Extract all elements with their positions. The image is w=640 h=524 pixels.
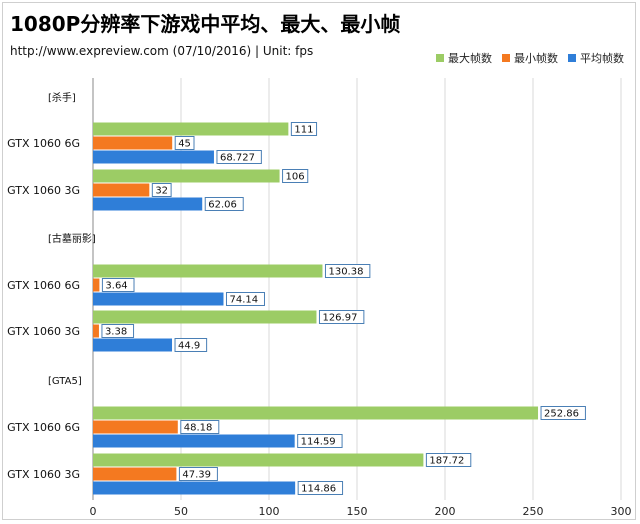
category-label: GTX 1060 3G (7, 184, 80, 197)
bar (93, 292, 224, 306)
category-label: GTX 1060 3G (7, 325, 80, 338)
bar (93, 136, 173, 150)
data-label: 62.06 (208, 200, 237, 211)
data-label-box (297, 434, 343, 448)
data-label-box (425, 453, 472, 467)
bar (93, 338, 173, 352)
legend-item-min: 最小帧数 (502, 50, 558, 66)
data-label-box (540, 406, 586, 420)
data-label-box (318, 310, 365, 324)
data-label: 126.97 (322, 313, 357, 324)
data-label-box (178, 467, 218, 481)
x-tick-label: 100 (259, 505, 280, 518)
bar (93, 183, 150, 197)
data-label: 47.39 (182, 470, 211, 481)
data-label: 252.86 (544, 409, 579, 420)
category-label: GTX 1060 6G (7, 137, 80, 150)
legend-label-avg: 平均帧数 (580, 52, 624, 65)
data-label-box (101, 324, 135, 338)
x-tick-label: 250 (523, 505, 544, 518)
data-label: 32 (155, 186, 168, 197)
data-label-box (282, 169, 309, 183)
data-label: 74.14 (229, 295, 258, 306)
bar (93, 264, 323, 278)
legend-swatch-min (502, 54, 510, 62)
data-label-box (151, 183, 172, 197)
data-label-box (174, 338, 208, 352)
bar (93, 169, 280, 183)
bar (93, 122, 289, 136)
group-label: [古墓丽影] (48, 232, 96, 245)
bar (93, 278, 100, 292)
chart-frame (2, 2, 636, 520)
x-tick-label: 150 (347, 505, 368, 518)
legend-label-max: 最大帧数 (448, 52, 492, 65)
data-label: 3.64 (105, 281, 127, 292)
category-label: GTX 1060 3G (7, 468, 80, 481)
legend-swatch-avg (568, 54, 576, 62)
data-label: 114.86 (301, 484, 336, 495)
bar (93, 310, 317, 324)
group-label: [GTA5] (48, 376, 82, 387)
legend-label-min: 最小帧数 (514, 52, 558, 65)
chart-title: 1080P分辨率下游戏中平均、最大、最小帧 (10, 12, 401, 36)
data-label-box (225, 292, 265, 306)
bar (93, 324, 99, 338)
bar (93, 420, 178, 434)
bar (93, 406, 539, 420)
legend: 最大帧数 最小帧数 平均帧数 (436, 50, 624, 66)
data-label-box (297, 481, 344, 495)
bar (93, 197, 203, 211)
data-label-box (101, 278, 135, 292)
bar (93, 467, 177, 481)
x-tick-label: 300 (611, 505, 632, 518)
x-tick-label: 50 (174, 505, 188, 518)
group-label: [杀手] (48, 91, 76, 104)
data-label: 44.9 (178, 341, 200, 352)
category-label: GTX 1060 6G (7, 421, 80, 434)
data-label: 111 (294, 125, 313, 136)
bar (93, 453, 424, 467)
x-tick-label: 0 (90, 505, 97, 518)
chart-subtitle: http://www.expreview.com (07/10/2016) | … (10, 44, 314, 58)
data-label: 3.38 (105, 327, 127, 338)
bar (93, 481, 296, 495)
legend-swatch-max (436, 54, 444, 62)
data-label-box (174, 136, 195, 150)
data-label: 48.18 (184, 423, 213, 434)
data-label: 130.38 (328, 267, 363, 278)
data-label: 187.72 (429, 456, 464, 467)
x-tick-label: 200 (435, 505, 456, 518)
data-label: 45 (178, 139, 191, 150)
bar (93, 434, 295, 448)
category-label: GTX 1060 6G (7, 279, 80, 292)
data-label: 114.59 (301, 437, 336, 448)
data-label: 68.727 (220, 153, 255, 164)
data-label-box (204, 197, 244, 211)
data-label-box (180, 420, 220, 434)
data-label-box (290, 122, 318, 136)
data-label-box (216, 150, 262, 164)
legend-item-max: 最大帧数 (436, 50, 492, 66)
bar (93, 150, 214, 164)
data-label: 106 (286, 172, 305, 183)
data-label-box (324, 264, 371, 278)
legend-item-avg: 平均帧数 (568, 50, 624, 66)
